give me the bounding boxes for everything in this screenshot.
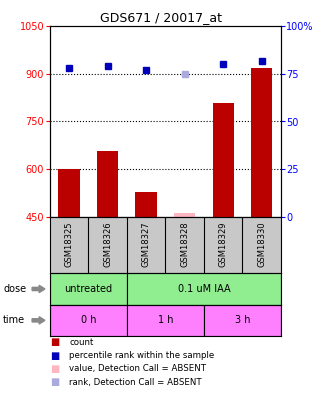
Text: 1 h: 1 h bbox=[158, 315, 173, 325]
Text: time: time bbox=[3, 315, 25, 325]
Bar bbox=[50, 305, 127, 336]
Text: GSM18330: GSM18330 bbox=[257, 221, 266, 267]
Text: GSM18328: GSM18328 bbox=[180, 221, 189, 267]
Bar bbox=[127, 305, 204, 336]
Bar bbox=[127, 273, 281, 305]
Bar bbox=[174, 213, 195, 217]
Text: value, Detection Call = ABSENT: value, Detection Call = ABSENT bbox=[69, 364, 206, 373]
Bar bbox=[251, 68, 272, 217]
Bar bbox=[213, 103, 234, 217]
Text: ■: ■ bbox=[50, 351, 59, 360]
Text: rank, Detection Call = ABSENT: rank, Detection Call = ABSENT bbox=[69, 378, 202, 387]
Text: ■: ■ bbox=[50, 364, 59, 374]
Text: dose: dose bbox=[3, 284, 26, 294]
Text: percentile rank within the sample: percentile rank within the sample bbox=[69, 351, 214, 360]
Bar bbox=[58, 169, 80, 217]
Text: 3 h: 3 h bbox=[235, 315, 250, 325]
Bar bbox=[50, 273, 127, 305]
Bar bbox=[135, 192, 157, 217]
Text: GSM18329: GSM18329 bbox=[219, 221, 228, 267]
Text: GSM18327: GSM18327 bbox=[142, 221, 151, 267]
Bar bbox=[97, 151, 118, 217]
Text: ■: ■ bbox=[50, 377, 59, 387]
Text: count: count bbox=[69, 338, 93, 347]
Text: 0.1 uM IAA: 0.1 uM IAA bbox=[178, 284, 230, 294]
Bar bbox=[204, 305, 281, 336]
Text: untreated: untreated bbox=[64, 284, 112, 294]
Text: GSM18325: GSM18325 bbox=[65, 221, 74, 267]
Text: GSM18326: GSM18326 bbox=[103, 221, 112, 267]
Text: 0 h: 0 h bbox=[81, 315, 96, 325]
Text: ■: ■ bbox=[50, 337, 59, 347]
Text: GDS671 / 20017_at: GDS671 / 20017_at bbox=[100, 11, 221, 24]
